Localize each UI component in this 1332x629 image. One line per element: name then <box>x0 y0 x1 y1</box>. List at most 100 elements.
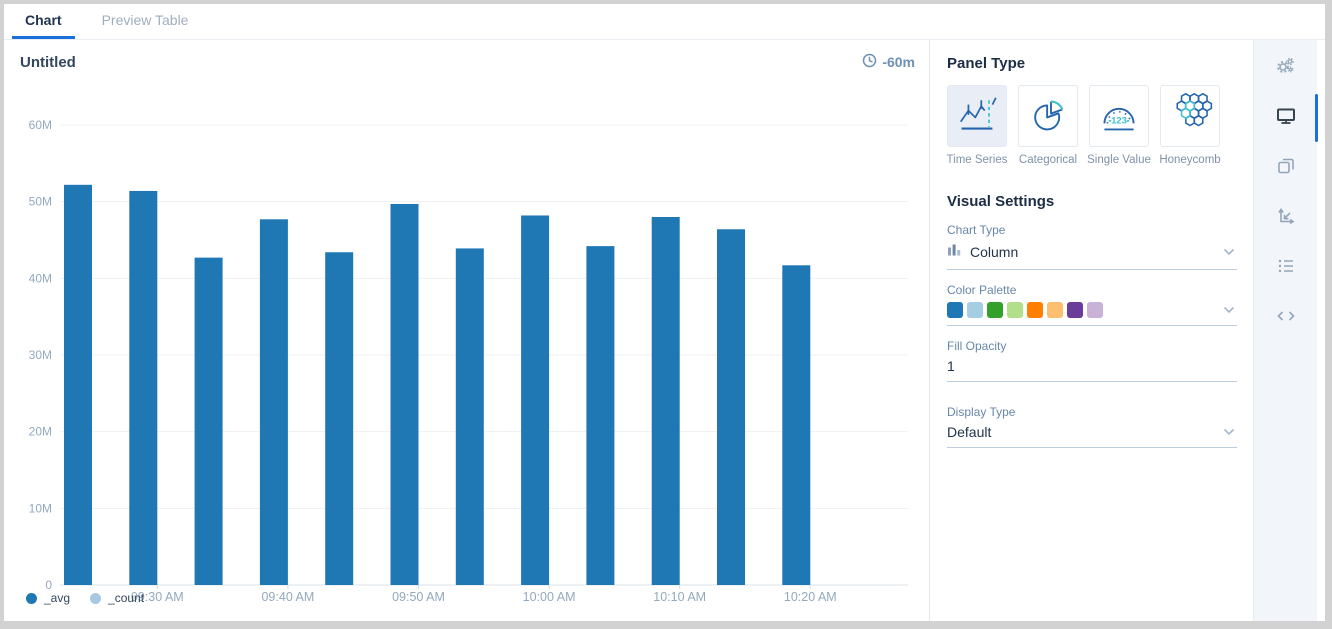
x-axis-tick-label: 09:40 AM <box>261 590 314 604</box>
bar <box>64 184 92 586</box>
chart-legend: _avg _count <box>26 591 144 605</box>
fill-opacity-value: 1 <box>947 358 955 374</box>
code-icon <box>1275 305 1297 332</box>
palette-swatch <box>947 302 963 318</box>
panel-type-honeycomb: Honeycomb <box>1159 85 1221 166</box>
single-value-tile[interactable]: 123 <box>1089 85 1149 147</box>
tab-bar: Chart Preview Table <box>4 4 1325 40</box>
axes-icon <box>1275 205 1297 232</box>
bar <box>521 215 550 585</box>
monitor-icon <box>1275 105 1297 132</box>
chart-title: Untitled <box>20 53 76 71</box>
time-series-icon <box>953 90 1001 143</box>
tab-preview-table[interactable]: Preview Table <box>101 12 189 28</box>
y-axis-tick-label: 20M <box>29 425 52 439</box>
honeycomb-tile[interactable] <box>1160 85 1220 147</box>
bar <box>259 219 288 586</box>
y-axis-tick-label: 30M <box>29 348 52 362</box>
x-axis-tick-label: 09:50 AM <box>392 590 445 604</box>
categorical-pie-icon <box>1024 90 1072 143</box>
panel-type-time-series: Time Series <box>947 85 1007 166</box>
bar <box>455 248 484 585</box>
display-type-label: Display Type <box>947 405 1016 419</box>
bar <box>651 217 680 585</box>
display-type-select[interactable]: Default <box>947 424 1237 448</box>
fill-opacity-label: Fill Opacity <box>947 339 1007 353</box>
chart-type-field: Chart Type Column <box>947 223 1237 270</box>
clock-icon <box>862 53 877 71</box>
bar <box>129 190 158 585</box>
y-axis-tick-label: 50M <box>29 195 52 209</box>
chart-type-label: Chart Type <box>947 223 1006 237</box>
categorical-label: Categorical <box>1018 154 1078 166</box>
duplicate-icon <box>1275 155 1297 182</box>
gears-settings-button[interactable] <box>1254 43 1318 93</box>
panel-type-heading: Panel Type <box>947 55 1026 72</box>
palette-swatch <box>1027 302 1043 318</box>
time-range-control[interactable]: -60m <box>862 53 915 71</box>
legend-item-avg[interactable]: _avg <box>26 591 70 605</box>
chart-type-select[interactable]: Column <box>947 242 1237 270</box>
x-axis-tick-label: 10:00 AM <box>523 590 576 604</box>
bar <box>586 246 615 585</box>
app-window: Chart Preview Table Untitled -60m 0 10M 20… <box>4 4 1325 621</box>
legend-dot <box>90 592 102 604</box>
color-palette-field: Color Palette <box>947 283 1237 326</box>
chevron-down-icon <box>1223 243 1235 261</box>
y-axis-tick-label: 40M <box>29 271 52 285</box>
time-range-value: -60m <box>882 54 915 70</box>
bar <box>390 203 419 585</box>
settings-panel: Panel Type <box>930 40 1253 621</box>
bar <box>782 265 811 585</box>
palette-swatch <box>1007 302 1023 318</box>
palette-swatch <box>987 302 1003 318</box>
chart-header: Untitled -60m <box>4 40 929 71</box>
chart-panel: Untitled -60m 0 10M 20M 30M 40M 50M 60M 09:30 A… <box>4 40 930 621</box>
tab-chart[interactable]: Chart <box>12 4 75 39</box>
legend-dot <box>26 592 37 604</box>
legend-label: _avg <box>44 591 71 605</box>
x-axis-tick-label: 10:10 AM <box>653 590 706 604</box>
chart-canvas: 0 10M 20M 30M 40M 50M 60M 09:30 AM 09:40 AM 09:50… <box>29 118 908 604</box>
main-content: Untitled -60m 0 10M 20M 30M 40M 50M 60M 09:30 A… <box>4 40 1325 621</box>
legend-label: _count <box>108 591 145 605</box>
legend-item-count[interactable]: _count <box>90 591 144 605</box>
display-view-button[interactable] <box>1254 93 1318 143</box>
y-axis-tick-label: 60M <box>29 118 52 132</box>
panel-type-single-value: 123 Single Value <box>1087 85 1151 166</box>
fill-opacity-input[interactable]: 1 <box>947 358 1237 382</box>
y-axis-tick-label: 0 <box>45 578 52 592</box>
visual-settings-heading: Visual Settings <box>947 193 1055 210</box>
x-axis-tick-label: 09:30 AM <box>131 590 184 604</box>
palette-swatch <box>967 302 983 318</box>
panel-type-tiles: Time Series Categorical <box>947 85 1237 166</box>
bar <box>194 257 223 585</box>
duplicate-button[interactable] <box>1254 143 1318 193</box>
right-icon-rail <box>1253 40 1318 621</box>
svg-text:123: 123 <box>1111 114 1127 125</box>
bar <box>325 252 354 585</box>
single-value-label: Single Value <box>1087 154 1151 166</box>
panel-type-categorical: Categorical <box>1018 85 1078 166</box>
axes-button[interactable] <box>1254 193 1318 243</box>
time-series-label: Time Series <box>946 154 1008 166</box>
time-series-tile[interactable] <box>947 85 1007 147</box>
code-button[interactable] <box>1254 293 1318 343</box>
color-palette-select[interactable] <box>947 302 1237 326</box>
palette-swatches <box>947 302 1103 318</box>
color-palette-label: Color Palette <box>947 283 1017 297</box>
x-axis-tick-label: 10:20 AM <box>784 590 837 604</box>
chart-type-value: Column <box>970 244 1019 260</box>
palette-swatch <box>1047 302 1063 318</box>
right-filler <box>1317 40 1325 621</box>
palette-swatch <box>1087 302 1103 318</box>
chevron-down-icon <box>1223 423 1235 441</box>
bar <box>717 229 745 585</box>
list-button[interactable] <box>1254 243 1318 293</box>
categorical-tile[interactable] <box>1018 85 1078 147</box>
honeycomb-icon <box>1166 90 1214 143</box>
honeycomb-label: Honeycomb <box>1159 154 1221 166</box>
palette-swatch <box>1067 302 1083 318</box>
column-chart-icon <box>947 242 962 262</box>
gears-icon <box>1275 55 1297 82</box>
